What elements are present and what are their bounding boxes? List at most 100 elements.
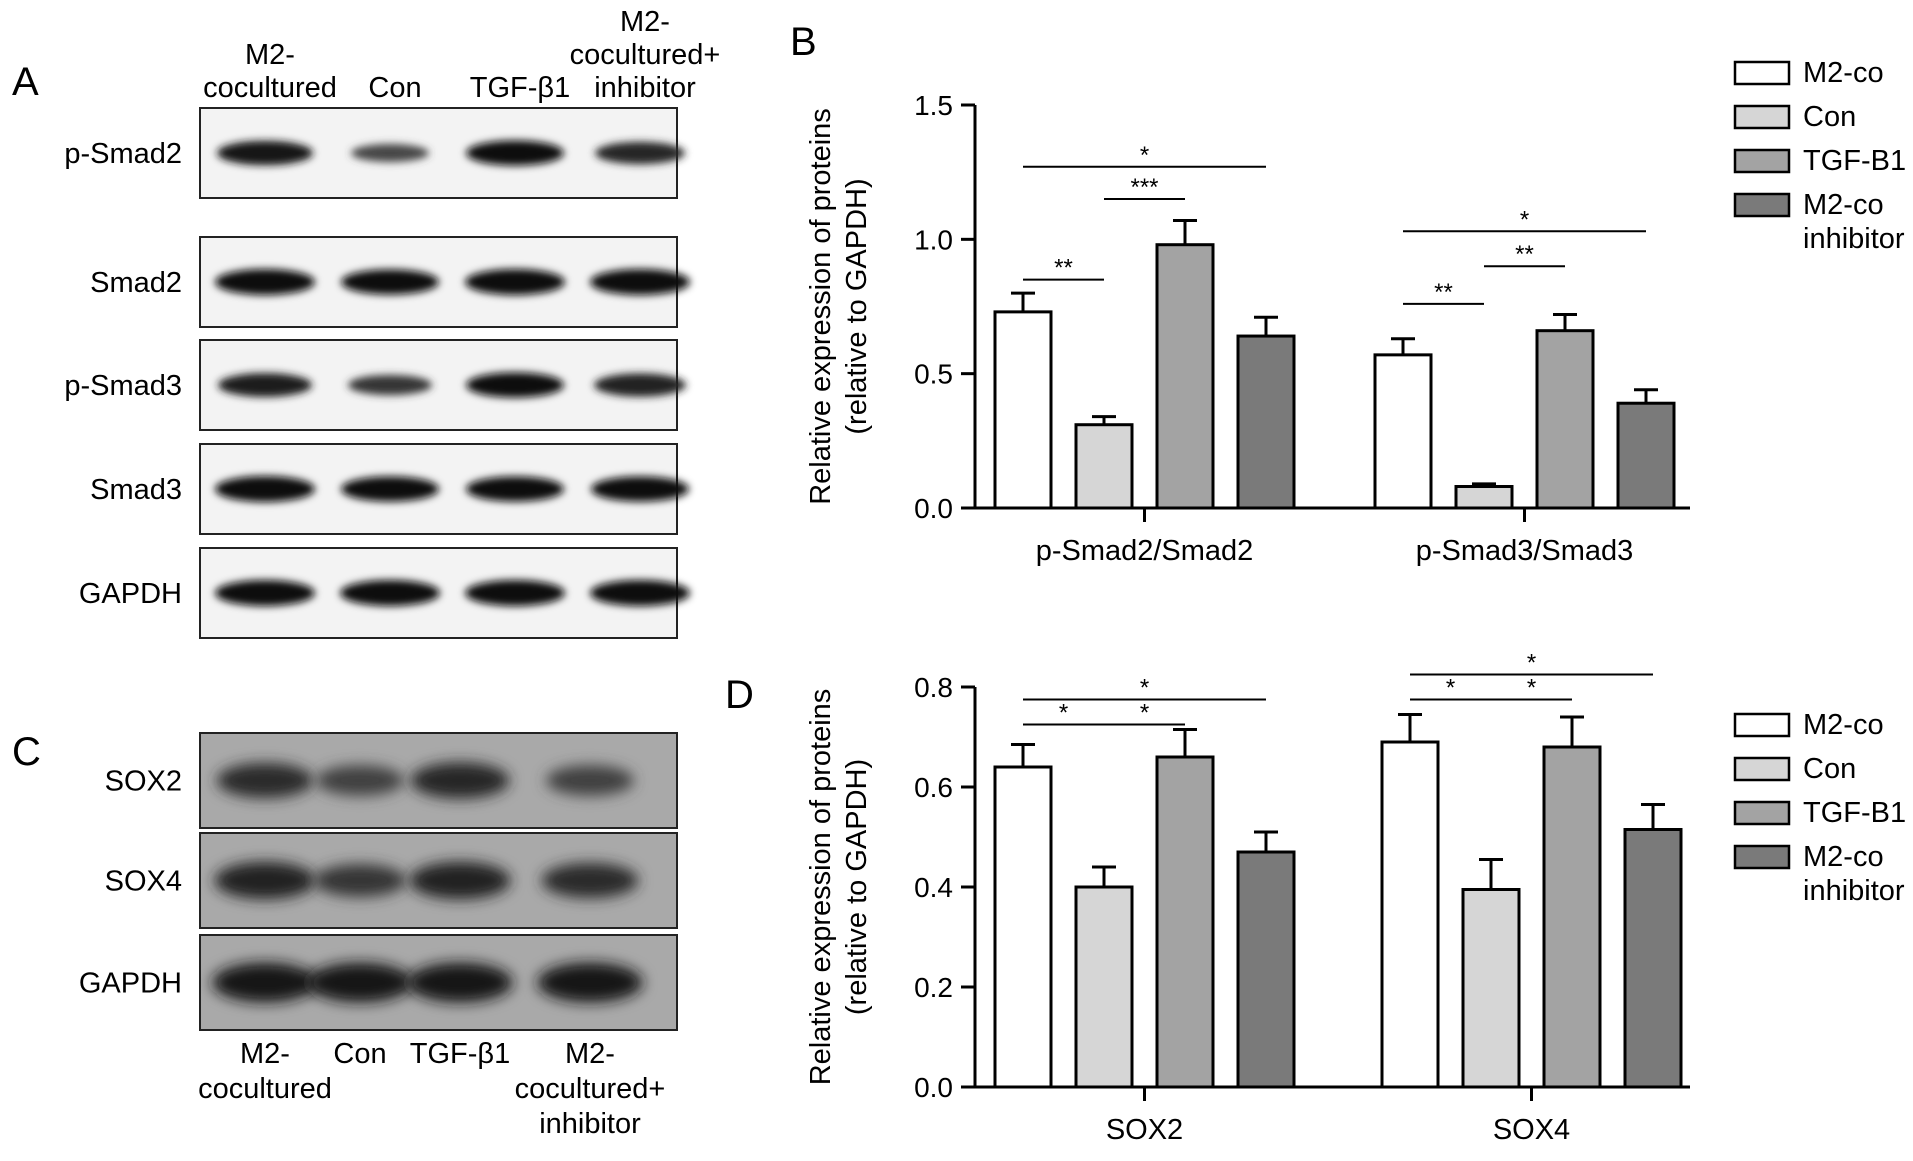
significance-label: * xyxy=(1059,700,1068,727)
significance-label: ** xyxy=(1054,255,1073,282)
protein-band xyxy=(215,476,315,502)
lane-label: M2-cocultured+ inhibitor xyxy=(515,1038,666,1140)
significance-label: * xyxy=(1446,675,1455,702)
y-axis-label: Relative expression of proteins (relative… xyxy=(805,689,873,1086)
protein-band xyxy=(313,864,407,897)
blot-row-label: GAPDH xyxy=(79,578,182,610)
lane-label: TGF-β1 xyxy=(410,1038,510,1070)
lane-label: TGF-β1 xyxy=(470,72,570,104)
significance-label: * xyxy=(1520,206,1529,233)
protein-band xyxy=(594,373,686,397)
panel-letter-a: A xyxy=(12,60,39,104)
y-tick-label: 1.5 xyxy=(914,90,953,121)
legend-label: Con xyxy=(1803,101,1856,133)
protein-band xyxy=(351,143,429,163)
legend-label: Con xyxy=(1803,753,1856,785)
lane-label: M2-cocultured xyxy=(198,1038,332,1105)
bar-chart-b: 0.0 0.5 1.0 1.5 Relative expression of prote… xyxy=(805,57,1906,567)
significance-label: * xyxy=(1140,700,1149,727)
y-tick-label: 0.8 xyxy=(914,672,953,703)
x-tick-label: SOX4 xyxy=(1493,1114,1570,1146)
protein-band xyxy=(409,861,511,900)
bar xyxy=(1535,329,1595,510)
protein-band xyxy=(590,580,690,606)
protein-band xyxy=(215,269,315,295)
y-tick-label: 0.0 xyxy=(914,1072,953,1103)
bar xyxy=(1623,828,1683,1089)
legend-label: TGF-B1 xyxy=(1803,797,1906,829)
significance-label: ** xyxy=(1434,279,1453,306)
legend-label: M2-co xyxy=(1803,709,1884,741)
blot-row-label: p-Smad3 xyxy=(64,370,182,402)
bar xyxy=(1380,740,1440,1089)
y-tick-label: 0.4 xyxy=(914,872,953,903)
protein-band xyxy=(341,476,439,502)
legend-label: M2-co inhibitor xyxy=(1803,841,1905,907)
panel-letter-d: D xyxy=(725,673,754,717)
protein-band xyxy=(348,374,432,396)
significance-label: * xyxy=(1140,142,1149,169)
blot-row-label: GAPDH xyxy=(79,968,182,1000)
bar xyxy=(993,765,1053,1089)
protein-band xyxy=(215,580,315,606)
legend-swatch xyxy=(1733,756,1791,782)
bar xyxy=(1373,353,1433,510)
bar xyxy=(1074,885,1134,1089)
y-tick-label: 0.2 xyxy=(914,972,953,1003)
protein-band xyxy=(466,476,564,502)
protein-band xyxy=(341,269,439,295)
blot-row-label: SOX2 xyxy=(105,766,182,798)
blot-row-label: Smad3 xyxy=(90,474,182,506)
y-tick-label: 0.5 xyxy=(914,359,953,390)
protein-band xyxy=(307,962,413,1003)
legend-swatch xyxy=(1733,104,1791,130)
bar xyxy=(1616,401,1676,510)
protein-band xyxy=(590,269,690,295)
y-axis-label: Relative expression of proteins (relative… xyxy=(805,108,873,505)
legend-swatch xyxy=(1733,192,1791,218)
protein-band xyxy=(465,580,565,606)
protein-band xyxy=(541,862,639,899)
legend-swatch xyxy=(1733,712,1791,738)
blot-row-label: Smad2 xyxy=(90,267,182,299)
panel-letter-c: C xyxy=(12,730,41,774)
y-tick-label: 1.0 xyxy=(914,224,953,255)
lane-label: M2-cocultured xyxy=(203,39,337,104)
legend-swatch xyxy=(1733,844,1791,870)
bar xyxy=(1461,888,1521,1089)
bar xyxy=(993,310,1053,510)
protein-band xyxy=(216,762,314,799)
protein-band xyxy=(537,962,643,1003)
lane-label: Con xyxy=(333,1038,386,1070)
bar xyxy=(1454,485,1514,510)
protein-band xyxy=(465,269,565,295)
protein-band xyxy=(340,580,440,606)
y-tick-label: 0.0 xyxy=(914,493,953,524)
legend-label: M2-co inhibitor xyxy=(1803,189,1905,255)
protein-band xyxy=(466,372,564,398)
protein-band xyxy=(217,140,313,166)
protein-band xyxy=(212,962,318,1003)
y-tick-label: 0.6 xyxy=(914,772,953,803)
protein-band xyxy=(214,861,316,900)
protein-band xyxy=(407,962,513,1003)
significance-label: *** xyxy=(1130,174,1158,201)
significance-label: ** xyxy=(1515,241,1534,268)
x-tick-label: p-Smad3/Smad3 xyxy=(1416,535,1634,567)
panel-letter-b: B xyxy=(790,20,817,64)
significance-label: * xyxy=(1527,675,1536,702)
protein-band xyxy=(410,762,510,799)
bar xyxy=(1074,423,1134,510)
blot-row-label: SOX4 xyxy=(105,866,182,898)
legend-swatch xyxy=(1733,148,1791,174)
legend-label: M2-co xyxy=(1803,57,1884,89)
significance-label: * xyxy=(1527,650,1536,677)
legend-swatch xyxy=(1733,800,1791,826)
protein-band xyxy=(591,476,689,502)
x-tick-label: SOX2 xyxy=(1106,1114,1183,1146)
legend-label: TGF-B1 xyxy=(1803,145,1906,177)
significance-label: * xyxy=(1140,675,1149,702)
